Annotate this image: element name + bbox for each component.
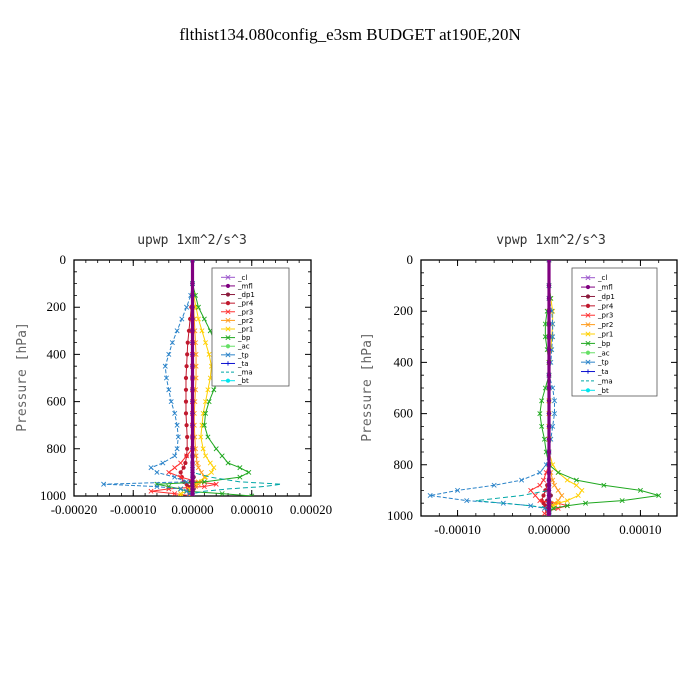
upwp-y-axis-label: Pressure [hPa] [15, 322, 30, 432]
legend-label: _mfl [597, 284, 613, 292]
legend-item-ac: _ac [581, 349, 610, 357]
legend-label: _tp [597, 359, 609, 367]
series-line-tp [103, 260, 193, 496]
legend-label: _pr2 [237, 317, 253, 325]
legend-label: _pr1 [237, 326, 253, 334]
vpwp-y-tick-label: 800 [394, 457, 414, 472]
legend-label: _pr3 [237, 308, 253, 316]
legend-item-mfl: _mfl [221, 282, 253, 290]
upwp-y-tick-label: 200 [47, 299, 67, 314]
legend-label: _dp1 [597, 293, 615, 301]
upwp-legend-box [211, 267, 290, 387]
vpwp-y-tick-label: 1000 [387, 508, 413, 523]
legend-label: _pr3 [597, 312, 613, 320]
series-line-pr3 [150, 260, 217, 496]
upwp-x-tick-label: 0.00020 [290, 502, 332, 517]
upwp-panel: upwp 1xm^2/s^3 Pressure [hPa] 0 200 400 600… [15, 233, 332, 517]
legend-label: _ac [597, 349, 610, 357]
vpwp-y-tick-label: 400 [394, 354, 414, 369]
upwp-x-tick-label: -0.00020 [51, 502, 98, 517]
legend-item-pr2: _pr2 [221, 317, 253, 325]
upwp-y-tick-label: 800 [47, 441, 67, 456]
vpwp-panel-title: vpwp 1xm^2/s^3 [496, 233, 606, 248]
legend-item-ta: _ta [581, 368, 609, 376]
legend-item-bt: _bt [581, 387, 609, 395]
legend-item-cl: _cl [221, 274, 247, 282]
vpwp-legend: _cl_mfl_dp1_pr4_pr3_pr2_pr1_bp_ac_tp_ta_… [571, 267, 658, 397]
legend-item-pr3: _pr3 [221, 308, 253, 316]
legend-item-mfl: _mfl [581, 284, 613, 292]
vpwp-panel: vpwp 1xm^2/s^3 Pressure [hPa] 0 200 400 600… [360, 233, 678, 537]
legend-item-ac: _ac [221, 343, 250, 351]
series-line-tp [430, 260, 555, 516]
series-line-bp [156, 260, 252, 496]
legend-label: _pr1 [597, 331, 613, 339]
legend-item-tp: _tp [581, 359, 609, 367]
legend-item-bt: _bt [221, 377, 249, 385]
upwp-y-tick-label: 400 [47, 346, 67, 361]
legend-item-pr4: _pr4 [581, 302, 614, 310]
series-line-bp [539, 260, 659, 516]
legend-label: _pr4 [597, 302, 614, 310]
legend-label: _ma [597, 377, 613, 385]
legend-item-pr1: _pr1 [581, 331, 613, 339]
upwp-y-tick-label: 0 [60, 252, 67, 267]
upwp-y-tick-label: 600 [47, 394, 67, 409]
legend-label: _bt [597, 387, 609, 395]
vpwp-y-tick-label: 200 [394, 303, 414, 318]
series-line-ma [475, 260, 550, 516]
legend-label: _cl [597, 274, 607, 282]
legend-label: _dp1 [237, 291, 255, 299]
legend-label: _ma [237, 369, 253, 377]
legend-item-dp1: _dp1 [581, 293, 615, 301]
legend-item-pr3: _pr3 [581, 312, 613, 320]
legend-label: _bp [597, 340, 611, 348]
legend-item-tp: _tp [221, 351, 249, 359]
legend-label: _ta [597, 368, 609, 376]
vpwp-x-tick-label: 0.00010 [619, 522, 661, 537]
upwp-panel-title: upwp 1xm^2/s^3 [137, 233, 247, 248]
upwp-x-tick-label: -0.00010 [110, 502, 157, 517]
legend-label: _mfl [237, 282, 253, 290]
upwp-plot-area: 0 200 400 600 800 1000-0.00020 -0.00010 0.00000… [40, 252, 332, 517]
legend-item-ma: _ma [221, 369, 253, 377]
legend-label: _pr2 [597, 321, 613, 329]
legend-item-bp: _bp [221, 334, 251, 342]
vpwp-y-tick-label: 600 [394, 406, 414, 421]
vpwp-y-tick-label: 0 [407, 252, 414, 267]
series-mfl-upwp [190, 260, 195, 496]
vpwp-x-tick-label: 0.00000 [528, 522, 570, 537]
vpwp-x-tick-label: -0.00010 [434, 522, 481, 537]
series-mfl-vpwp [546, 260, 552, 516]
legend-label: _cl [237, 274, 247, 282]
legend-label: _bp [237, 334, 251, 342]
upwp-x-tick-label: 0.00000 [171, 502, 213, 517]
legend-item-ma: _ma [581, 377, 613, 385]
legend-item-bp: _bp [581, 340, 611, 348]
series-tp-vpwp [427, 260, 558, 516]
legend-item-dp1: _dp1 [221, 291, 255, 299]
upwp-y-tick-label: 1000 [40, 488, 66, 503]
vpwp-plot-area: 0 200 400 600 800 1000 -0.00010 0.00000 0.00010 _… [387, 252, 678, 537]
legend-label: _ta [237, 360, 249, 368]
legend-label: _bt [237, 377, 249, 385]
legend-label: _tp [237, 351, 249, 359]
legend-item-pr2: _pr2 [581, 321, 613, 329]
figure-title: flthist134.080config_e3sm BUDGET at190E,… [179, 25, 521, 44]
legend-label: _ac [237, 343, 250, 351]
legend-item-pr1: _pr1 [221, 326, 253, 334]
upwp-x-tick-label: 0.00010 [231, 502, 273, 517]
vpwp-y-axis-label: Pressure [hPa] [360, 332, 375, 442]
legend-label: _pr4 [237, 300, 254, 308]
series-ma-vpwp [475, 260, 550, 516]
legend-item-pr4: _pr4 [221, 300, 254, 308]
legend-item-cl: _cl [581, 274, 607, 282]
upwp-legend: _cl_mfl_dp1_pr4_pr3_pr2_pr1_bp_ac_tp_ta_… [211, 267, 290, 387]
legend-item-ta: _ta [221, 360, 249, 368]
